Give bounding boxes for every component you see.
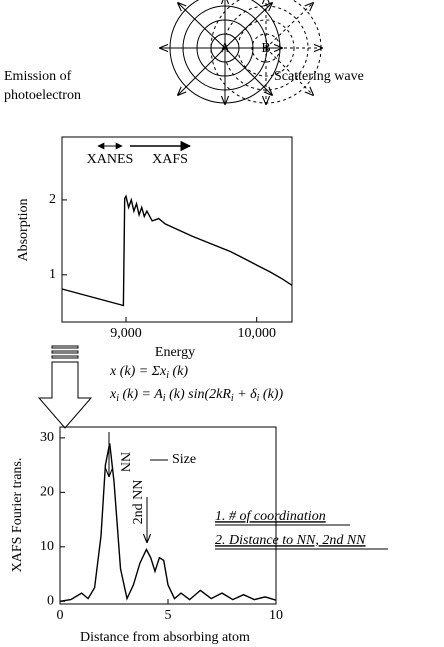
- down-arrow: [37, 345, 93, 429]
- equation: x (k) = Σxi (k): [109, 364, 188, 381]
- label-a: A: [220, 41, 231, 56]
- annotation: XAFS: [152, 152, 188, 167]
- y-tick-label: 0: [47, 593, 54, 608]
- x-tick-label: 9,000: [110, 326, 142, 341]
- y-axis-label: Absorption: [16, 199, 31, 262]
- y-axis-label: XAFS Fourier trans.: [10, 458, 25, 573]
- x-axis-label: Distance from absorbing atom: [80, 630, 250, 645]
- annotation: 2. Distance to NN, 2nd NN: [215, 533, 366, 548]
- annotation: NN: [117, 452, 132, 472]
- scatter-diagram: [160, 0, 322, 104]
- plot-frame: [61, 136, 293, 323]
- y-tick-label: 30: [40, 430, 54, 445]
- data-line: [61, 194, 293, 307]
- scattering-label: Scattering wave: [274, 69, 364, 84]
- emission-label: photoelectron: [4, 88, 81, 103]
- annotation: 1. # of coordination: [215, 509, 326, 524]
- x-tick-label: 0: [57, 608, 64, 623]
- emission-label: Emission of: [4, 69, 72, 84]
- equation: xi (k) = Ai (k) sin(2kRi + δi (k)): [109, 387, 283, 404]
- y-tick-label: 2: [49, 192, 56, 207]
- data-line: [59, 443, 277, 602]
- x-tick-label: 10,000: [237, 326, 276, 341]
- y-tick-label: 10: [40, 539, 54, 554]
- annotation: XANES: [87, 152, 134, 167]
- y-tick-label: 20: [40, 485, 54, 500]
- annotation: 2nd NN: [131, 480, 146, 525]
- x-tick-label: 5: [165, 608, 172, 623]
- legend-label: Size: [172, 452, 196, 467]
- label-b: B: [261, 41, 270, 56]
- x-axis-label: Energy: [155, 345, 195, 360]
- y-tick-label: 1: [49, 267, 56, 282]
- x-tick-label: 10: [269, 608, 283, 623]
